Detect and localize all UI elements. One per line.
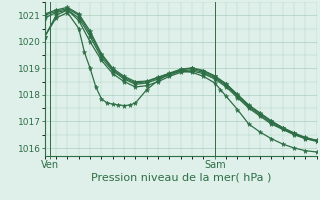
X-axis label: Pression niveau de la mer( hPa ): Pression niveau de la mer( hPa ) [91,173,271,183]
